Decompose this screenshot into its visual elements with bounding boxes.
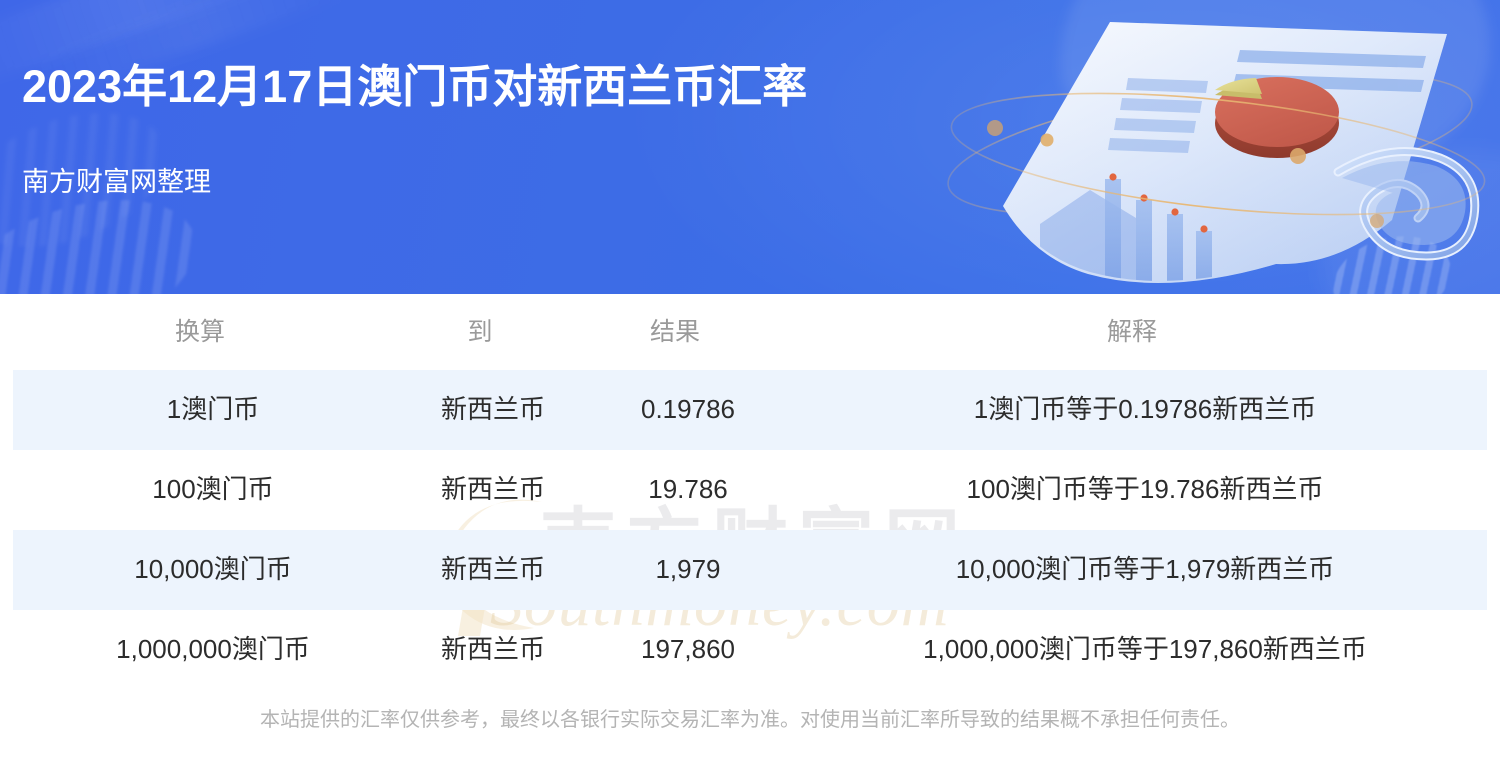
column-header-result: 结果 (649, 318, 700, 346)
bar-marker-dot (1109, 173, 1117, 181)
cell-convert: 100澳门币 (152, 474, 274, 505)
orbit-dot (987, 120, 1003, 136)
document-text-lines (1108, 78, 1208, 153)
cell-explanation: 1,000,000澳门币等于197,860新西兰币 (923, 634, 1367, 665)
disclaimer-text: 本站提供的汇率仅供参考，最终以各银行实际交易汇率为准。对使用当前汇率所导致的结果… (260, 709, 1240, 731)
cell-convert: 10,000澳门币 (134, 554, 292, 585)
exchange-rate-table: 换算 到 结果 解释 1澳门币 新西兰币 0.19786 1澳门币等于0.197… (0, 294, 1500, 690)
cell-explanation: 1澳门币等于0.19786新西兰币 (973, 394, 1317, 425)
orbit-dot (1370, 214, 1384, 228)
cell-convert: 1,000,000澳门币 (116, 634, 310, 665)
table-row: 10,000澳门币 新西兰币 1,979 10,000澳门币等于1,979新西兰… (13, 530, 1487, 610)
cell-result: 1,979 (655, 554, 721, 585)
orbit-ring-front (950, 92, 1486, 216)
cell-explanation: 10,000澳门币等于1,979新西兰币 (955, 554, 1335, 585)
cell-result: 0.19786 (641, 394, 735, 425)
table-header-row: 换算 到 结果 解释 (0, 294, 1500, 370)
column-header-explanation: 解释 (1106, 318, 1157, 346)
cell-to: 新西兰币 (440, 554, 545, 585)
cell-result: 197,860 (641, 634, 735, 665)
orbit-dot (1290, 148, 1306, 164)
cell-result: 19.786 (648, 474, 728, 505)
bar-marker-dot (1171, 208, 1179, 216)
bar-chart-bars (1105, 173, 1212, 281)
cell-explanation: 100澳门币等于19.786新西兰币 (966, 474, 1324, 505)
orbit-dot (1040, 133, 1054, 147)
table-row: 1澳门币 新西兰币 0.19786 1澳门币等于0.19786新西兰币 (13, 370, 1487, 450)
cell-to: 新西兰币 (440, 394, 545, 425)
pie-chart (1215, 77, 1339, 158)
column-header-to: 到 (467, 318, 493, 346)
page-subtitle: 南方财富网整理 (22, 167, 211, 197)
paper-curl (1333, 147, 1480, 261)
header-banner: 2023年12月17日澳门币对新西兰币汇率 南方财富网整理 (0, 0, 1500, 294)
cell-convert: 1澳门币 (166, 394, 260, 425)
cell-to: 新西兰币 (440, 634, 545, 665)
column-header-convert: 换算 (174, 318, 225, 346)
table-row: 1,000,000澳门币 新西兰币 197,860 1,000,000澳门币等于… (13, 610, 1487, 690)
page-title: 2023年12月17日澳门币对新西兰币汇率 (22, 61, 808, 112)
table-row: 100澳门币 新西兰币 19.786 100澳门币等于19.786新西兰币 (13, 450, 1487, 530)
pie-slice-exploded (1215, 78, 1262, 99)
bar-marker-dot (1200, 225, 1208, 233)
cell-to: 新西兰币 (440, 474, 545, 505)
report-document-illustration (947, 22, 1486, 283)
